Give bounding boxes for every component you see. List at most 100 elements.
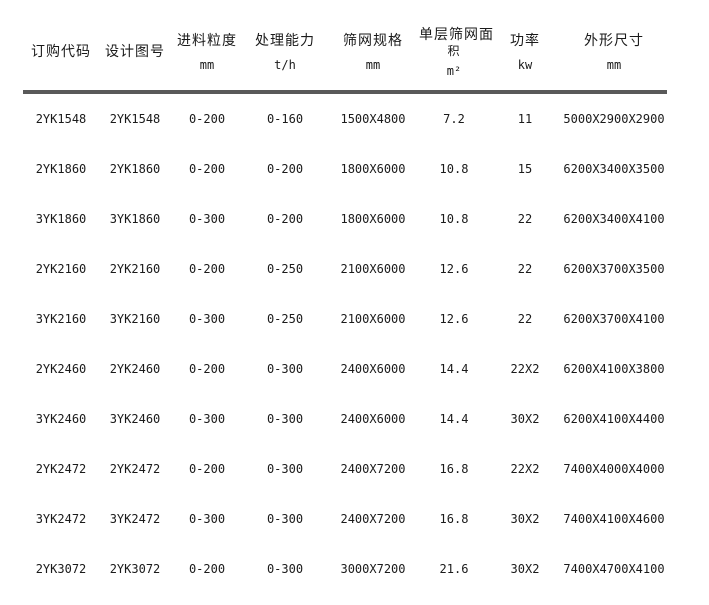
table-cell: 2400X7200 [340, 462, 406, 476]
table-cell: 2YK1860 [35, 162, 87, 176]
table-cell: 0-300 [188, 512, 226, 526]
table-row: 3YK2160 3YK2160 0-300 0-250 2100X6000 12.6 22 6… [23, 294, 667, 344]
table-cell: 3YK3072 [23, 594, 99, 605]
column-title: 订购代码 [31, 43, 91, 60]
column-header-screen-spec: 筛网规格 mm [327, 0, 419, 94]
table-cell: 2YK2160 [109, 262, 161, 276]
table-cell: 3YK2160 [35, 312, 87, 326]
column-header-feed-size: 进料粒度 mm [171, 0, 243, 94]
table-cell: 0-300 [266, 412, 304, 426]
table-row: 2YK1548 2YK1548 0-200 0-160 1500X4800 7.2 11 50… [23, 92, 667, 144]
table-cell: 0-300 [266, 462, 304, 476]
table-row: 2YK2460 2YK2460 0-200 0-300 2400X6000 14.4 22X… [23, 344, 667, 394]
column-header-overall-dimensions: 外形尺寸 mm [561, 0, 667, 94]
table-cell: 10.8 [439, 212, 469, 226]
table-row: 3YK2460 3YK2460 0-300 0-300 2400X6000 14.4 30X… [23, 394, 667, 444]
table-cell: 0-200 [188, 562, 226, 576]
table-cell: 2YK2460 [35, 362, 87, 376]
table-cell: 2YK2472 [109, 462, 161, 476]
table-cell: 15 [517, 162, 533, 176]
table-cell: 2YK2460 [109, 362, 161, 376]
table-cell: 6200X4100X4400 [563, 412, 665, 426]
table-cell: 0-300 [266, 562, 304, 576]
table-cell: 0-200 [266, 162, 304, 176]
table-cell: 6200X3400X3500 [563, 162, 665, 176]
table-row: 3YK2472 3YK2472 0-300 0-300 2400X7200 16.8 30X… [23, 494, 667, 544]
table-cell: 2100X6000 [340, 262, 406, 276]
table-cell: 12.6 [439, 312, 469, 326]
table-cell: 0-300 [266, 512, 304, 526]
table-cell: 3YK2160 [109, 312, 161, 326]
table-cell: 0-160 [266, 112, 304, 126]
column-title: 功率 [510, 32, 540, 49]
column-title: 筛网规格 [343, 32, 403, 49]
table-cell: 3YK3072 [99, 594, 171, 605]
table-cell: 0-300 [243, 594, 327, 605]
column-title: 外形尺寸 [584, 32, 644, 49]
table-cell: 3000X7200 [340, 562, 406, 576]
table-cell: 22 [517, 312, 533, 326]
column-title: 处理能力 [255, 32, 315, 49]
table-cell: 6200X3700X4100 [563, 312, 665, 326]
table-cell: 22X2 [510, 462, 540, 476]
table-cell: 2YK1548 [109, 112, 161, 126]
column-title: 单层筛网面 [419, 26, 494, 43]
table-cell: 0-300 [266, 362, 304, 376]
table-cell: 1800X6000 [340, 212, 406, 226]
column-unit: t/h [274, 57, 296, 72]
table-cell: 2YK2160 [35, 262, 87, 276]
table-body: 2YK1548 2YK1548 0-200 0-160 1500X4800 7.2 11 50… [23, 92, 667, 605]
table-cell: 7.2 [443, 112, 465, 126]
table-cell: 2YK1548 [35, 112, 87, 126]
column-unit: mm [365, 57, 381, 72]
column-header-single-layer-screen-area: 单层筛网面 积 m² [419, 0, 494, 94]
column-unit: mm [199, 57, 215, 72]
table-cell: 0-200 [188, 462, 226, 476]
table-cell: 3YK1860 [35, 212, 87, 226]
table-cell: 14.4 [439, 362, 469, 376]
table-cell: 3YK2472 [109, 512, 161, 526]
table-cell: 30X2 [510, 412, 540, 426]
table-cell: 1800X6000 [340, 162, 406, 176]
table-cell: 6200X4100X3800 [563, 362, 665, 376]
table-cell: 12.6 [439, 262, 469, 276]
table-cell: 3YK2472 [35, 512, 87, 526]
table-cell: 2400X6000 [340, 362, 406, 376]
table-cell: 3000X7200 [327, 594, 419, 605]
column-unit: mm [606, 57, 622, 72]
table-cell: 2400X6000 [340, 412, 406, 426]
header-row: 订购代码 设计图号 进料粒度 mm 处理能力 t/h [23, 0, 667, 94]
table-cell: 2YK1860 [109, 162, 161, 176]
table-cell: 16.8 [439, 462, 469, 476]
column-unit: kw [517, 57, 533, 72]
table-cell: 6200X3700X3500 [563, 262, 665, 276]
column-header-order-code: 订购代码 [23, 0, 99, 94]
table-cell: 0-300 [171, 594, 243, 605]
table-cell: 30X2 [510, 512, 540, 526]
table-row: 2YK3072 2YK3072 0-200 0-300 3000X7200 21.6 30X… [23, 544, 667, 594]
column-unit: m² [446, 63, 462, 78]
table-cell: 21.6 [439, 562, 469, 576]
table-row: 3YK30723YK30720-3000-3003000X720021.630X… [23, 594, 667, 605]
table-cell: 30X2 [489, 594, 561, 605]
table-cell: 14.4 [439, 412, 469, 426]
table-cell: 0-300 [188, 312, 226, 326]
table-cell: 7400X4100X4600 [563, 512, 665, 526]
column-header-power: 功率 kw [489, 0, 561, 94]
table-cell: 0-300 [188, 412, 226, 426]
table-cell: 2100X6000 [340, 312, 406, 326]
table-cell: 1500X4800 [340, 112, 406, 126]
table-cell: 7400X4700X4700 [561, 594, 667, 605]
spec-table: 订购代码 设计图号 进料粒度 mm 处理能力 t/h [23, 0, 667, 605]
table-header: 订购代码 设计图号 进料粒度 mm 处理能力 t/h [23, 0, 667, 94]
table-cell: 3YK2460 [35, 412, 87, 426]
table-cell: 0-200 [188, 362, 226, 376]
table-cell: 0-250 [266, 312, 304, 326]
table-cell: 11 [517, 112, 533, 126]
table-cell: 30X2 [510, 562, 540, 576]
table-cell: 6200X3400X4100 [563, 212, 665, 226]
table-row: 2YK2472 2YK2472 0-200 0-300 2400X7200 16.8 22X… [23, 444, 667, 494]
column-title: 设计图号 [105, 43, 165, 60]
table-cell: 2YK2472 [35, 462, 87, 476]
